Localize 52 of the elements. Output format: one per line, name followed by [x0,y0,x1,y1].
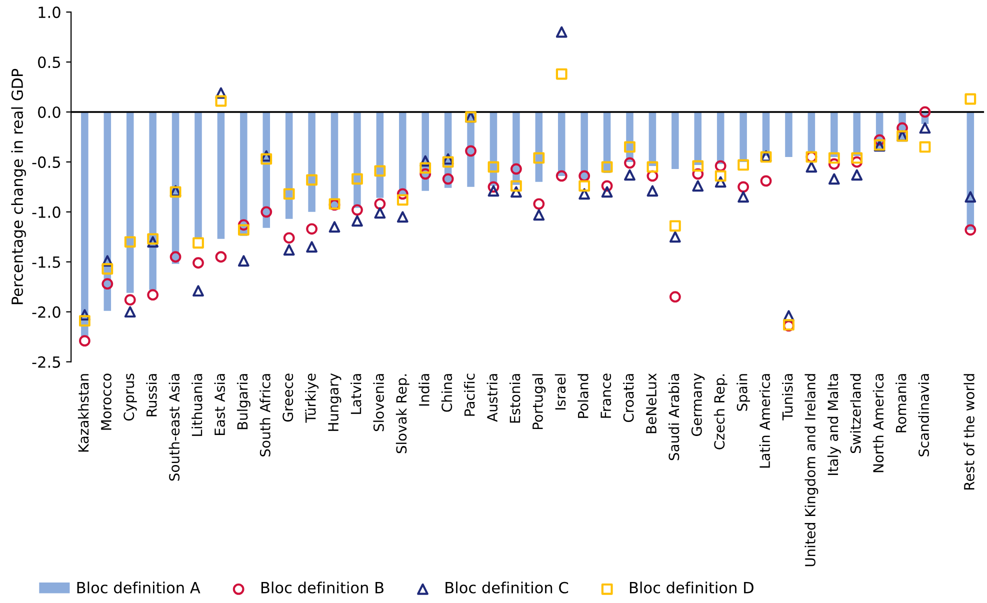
x-tick-label: Russia [146,374,157,416]
x-tick-label: Kazakhstan [78,374,89,452]
x-tick-label: Scandinavia [918,374,930,456]
x-tick-label: Greece [282,374,294,422]
x-tick-label: Hungary [328,373,342,431]
x-tick-label: Türkiye [305,374,319,423]
y-tick-label: -0.5 [32,156,60,168]
x-tick-label: Italy and Malta [827,374,841,475]
x-tick-label: Czech Rep. [714,374,728,450]
x-tick-label: Austria [486,374,498,422]
x-tick-label: Latvia [350,374,362,414]
x-tick-label: Saudi Arabia [668,374,680,460]
x-tick-label: Cyprus [124,374,137,421]
legend-label: Bloc definition B [261,582,384,594]
y-tick-label: -1.0 [32,206,60,218]
x-tick-label: United Kingdom and Ireland [804,374,818,566]
x-tick-label: Slovenia [373,374,384,432]
x-tick-label: Estonia [509,374,520,423]
y-tick-label: 0.5 [38,56,60,68]
x-tick-label: Germany [691,373,705,436]
x-tick-label: BeNeLux [646,373,656,434]
x-tick-label: Croatia [623,374,634,422]
x-tick-label: India [418,374,430,406]
x-tick-label: Spain [736,374,750,411]
y-axis-title: Percentage change in real GDP [11,68,26,304]
x-tick-label: Switzerland [850,374,861,454]
x-tick-label: South Africa [260,374,270,456]
x-tick-label: Rest of the world [964,374,974,490]
y-tick-label: -2.5 [32,356,60,368]
x-tick-label: South-east Asia [168,374,180,481]
y-tick-label: -2.0 [32,306,60,318]
x-tick-label: Tunisia [782,374,793,420]
x-tick-label: China [441,374,452,412]
x-tick-label: Lithuania [192,374,202,436]
x-tick-label: France [600,374,612,418]
x-tick-label: Romania [896,374,906,432]
x-tick-label: Poland [578,374,588,418]
y-tick-label: 0.0 [38,106,60,118]
y-tick-label: -1.5 [32,256,60,268]
x-tick-label: Portugal [532,374,546,430]
x-tick-label: Pacific [464,374,475,416]
x-tick-label: Bulgaria [236,374,250,430]
legend-label: Bloc definition D [630,582,754,594]
x-tick-label: Morocco [101,374,112,430]
x-tick-label: Israel [554,374,566,410]
legend-label: Bloc definition C [446,582,568,594]
x-tick-label: Latin America [759,374,770,468]
x-tick-label: North America [872,374,884,472]
y-tick-label: 1.0 [38,6,60,18]
x-tick-label: East Asia [214,374,225,436]
legend-label: Bloc definition A [77,582,200,594]
x-tick-label: Slovak Rep. [396,374,410,454]
